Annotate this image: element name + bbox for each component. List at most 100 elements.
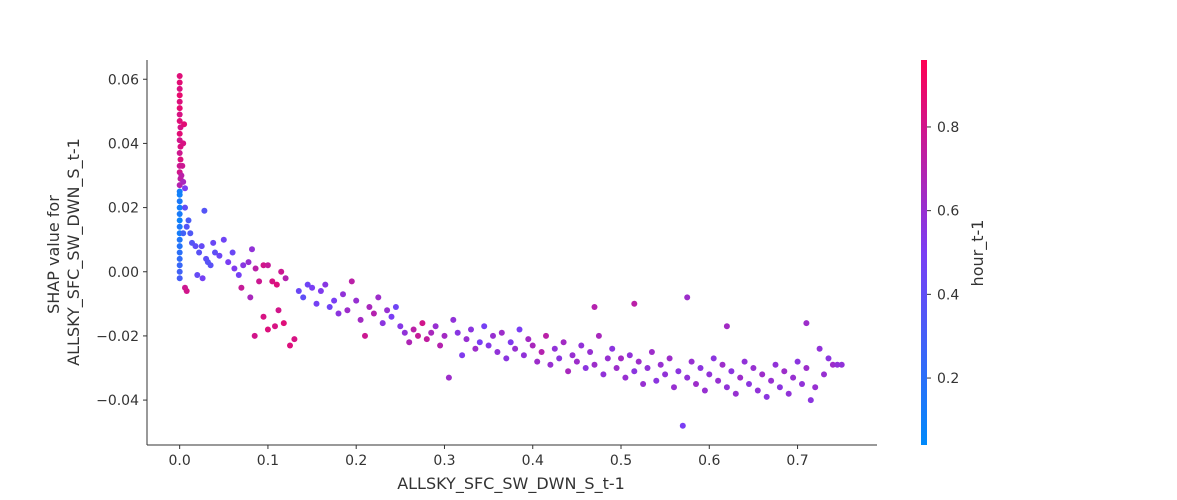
y-axis-label-line-1: SHAP value for <box>44 195 63 314</box>
scatter-point <box>375 294 382 301</box>
scatter-point <box>185 217 192 224</box>
colorbar-tick-label: 0.4 <box>937 287 959 303</box>
scatter-point <box>684 294 691 301</box>
scatter-point <box>406 339 413 346</box>
scatter-point <box>176 79 183 86</box>
scatter-point <box>635 358 642 365</box>
scatter-point <box>772 361 779 368</box>
scatter-point <box>176 73 183 79</box>
scatter-point <box>180 140 187 147</box>
scatter-point <box>291 336 298 343</box>
scatter-point <box>715 377 722 384</box>
scatter-point <box>247 294 254 301</box>
scatter-point <box>340 291 346 298</box>
scatter-point <box>397 323 404 330</box>
scatter-point <box>176 249 183 256</box>
scatter-point <box>737 374 744 381</box>
scatter-point <box>201 207 208 214</box>
scatter-point <box>180 230 187 237</box>
colorbar-tick-label: 0.2 <box>937 371 959 387</box>
scatter-point <box>437 342 444 349</box>
scatter-point <box>472 345 479 352</box>
y-tick-label: −0.04 <box>96 393 139 409</box>
scatter-point <box>657 361 664 368</box>
scatter-point <box>468 326 474 333</box>
x-tick-label: 0.5 <box>610 453 632 469</box>
scatter-point <box>220 236 227 243</box>
scatter-point <box>370 310 377 317</box>
y-tick-label: 0.00 <box>108 265 139 281</box>
scatter-point <box>701 387 708 394</box>
colorbar-tick-label: 0.6 <box>937 204 959 220</box>
scatter-point <box>671 384 677 391</box>
scatter-point <box>759 371 766 378</box>
x-tick-label: 0.2 <box>345 453 367 469</box>
scatter-point <box>357 316 364 323</box>
scatter-point <box>829 361 836 368</box>
x-tick-label: 0.3 <box>433 453 455 469</box>
scatter-point <box>317 288 324 294</box>
scatter-point <box>498 329 505 336</box>
scatter-point <box>631 368 638 375</box>
scatter-point <box>176 92 183 99</box>
scatter-point <box>199 275 206 282</box>
scatter-point <box>481 323 488 330</box>
scatter-points <box>176 73 845 429</box>
scatter-point <box>260 313 267 320</box>
scatter-point <box>754 387 761 394</box>
scatter-point <box>776 384 783 391</box>
scatter-point <box>410 326 417 333</box>
scatter-point <box>419 320 426 327</box>
x-tick-label: 0.4 <box>522 453 544 469</box>
scatter-point <box>176 255 183 262</box>
scatter-point <box>180 178 187 185</box>
y-tick-label: 0.06 <box>108 72 139 88</box>
scatter-point <box>182 185 188 192</box>
scatter-point <box>269 278 276 285</box>
scatter-point <box>476 339 483 346</box>
scatter-point <box>362 332 368 339</box>
scatter-point <box>807 397 814 404</box>
colorbar-ticks: 0.2 0.4 0.6 0.8 <box>927 120 959 387</box>
scatter-point <box>520 352 527 359</box>
scatter-point <box>463 336 470 343</box>
scatter-point <box>538 349 545 355</box>
scatter-point <box>187 230 194 237</box>
scatter-point <box>728 368 735 375</box>
scatter-point <box>609 345 616 352</box>
scatter-point <box>240 262 247 269</box>
scatter-point <box>229 249 236 256</box>
scatter-point <box>741 358 748 365</box>
scatter-point <box>719 361 726 368</box>
scatter-point <box>192 243 199 250</box>
scatter-point <box>763 393 770 400</box>
scatter-point <box>344 307 351 314</box>
scatter-point <box>803 320 810 327</box>
scatter-point <box>746 381 752 387</box>
scatter-point <box>194 272 201 278</box>
scatter-point <box>516 326 523 333</box>
scatter-point <box>768 377 775 384</box>
scatter-point <box>573 358 580 365</box>
scatter-point <box>662 371 669 378</box>
scatter-point <box>551 345 558 352</box>
scatter-point <box>176 105 183 112</box>
x-ticks: 0.0 0.1 0.2 0.3 0.4 0.5 0.6 0.7 <box>169 445 809 469</box>
scatter-point <box>631 300 638 307</box>
scatter-point <box>379 320 386 327</box>
scatter-point <box>565 368 572 375</box>
scatter-point <box>816 345 823 352</box>
scatter-point <box>794 358 801 365</box>
scatter-point <box>790 374 797 381</box>
scatter-point <box>591 304 598 310</box>
scatter-point <box>210 239 217 246</box>
scatter-point <box>613 365 620 371</box>
scatter-point <box>249 246 255 253</box>
scatter-point <box>560 339 567 346</box>
scatter-point <box>384 307 391 314</box>
x-tick-label: 0.0 <box>169 453 191 469</box>
scatter-point <box>245 259 252 266</box>
scatter-point <box>812 384 819 391</box>
scatter-point <box>684 374 691 381</box>
scatter-point <box>618 355 624 362</box>
